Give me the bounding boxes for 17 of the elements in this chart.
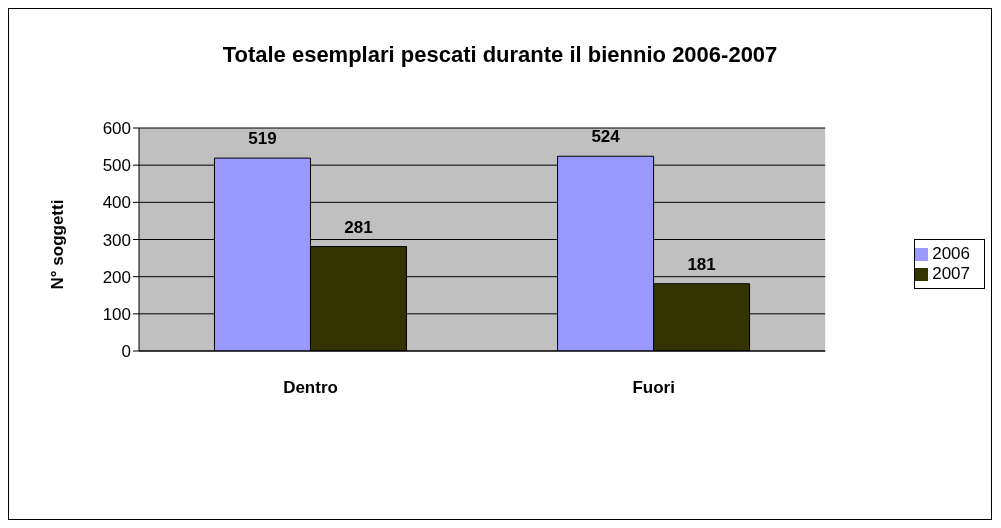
x-tick-label: Fuori <box>632 378 675 398</box>
y-tick-label: 400 <box>102 193 131 213</box>
data-label: 519 <box>248 129 277 149</box>
x-tick-label: Dentro <box>283 378 338 398</box>
y-axis-title: N° soggetti <box>48 199 68 290</box>
y-tick-label: 300 <box>102 230 131 250</box>
y-tick-label: 600 <box>102 119 131 139</box>
chart-title: Totale esemplari pescati durante il biennio 2006-2007 <box>221 42 779 68</box>
legend-label: 2007 <box>932 264 970 283</box>
y-tick-label: 200 <box>102 267 131 287</box>
legend-label: 2006 <box>932 244 970 263</box>
data-label: 524 <box>591 127 621 147</box>
data-label: 281 <box>344 217 373 237</box>
y-tick-label: 0 <box>121 342 131 362</box>
data-label: 181 <box>687 254 716 274</box>
y-tick-label: 500 <box>102 156 131 176</box>
y-tick-label: 100 <box>102 304 131 324</box>
